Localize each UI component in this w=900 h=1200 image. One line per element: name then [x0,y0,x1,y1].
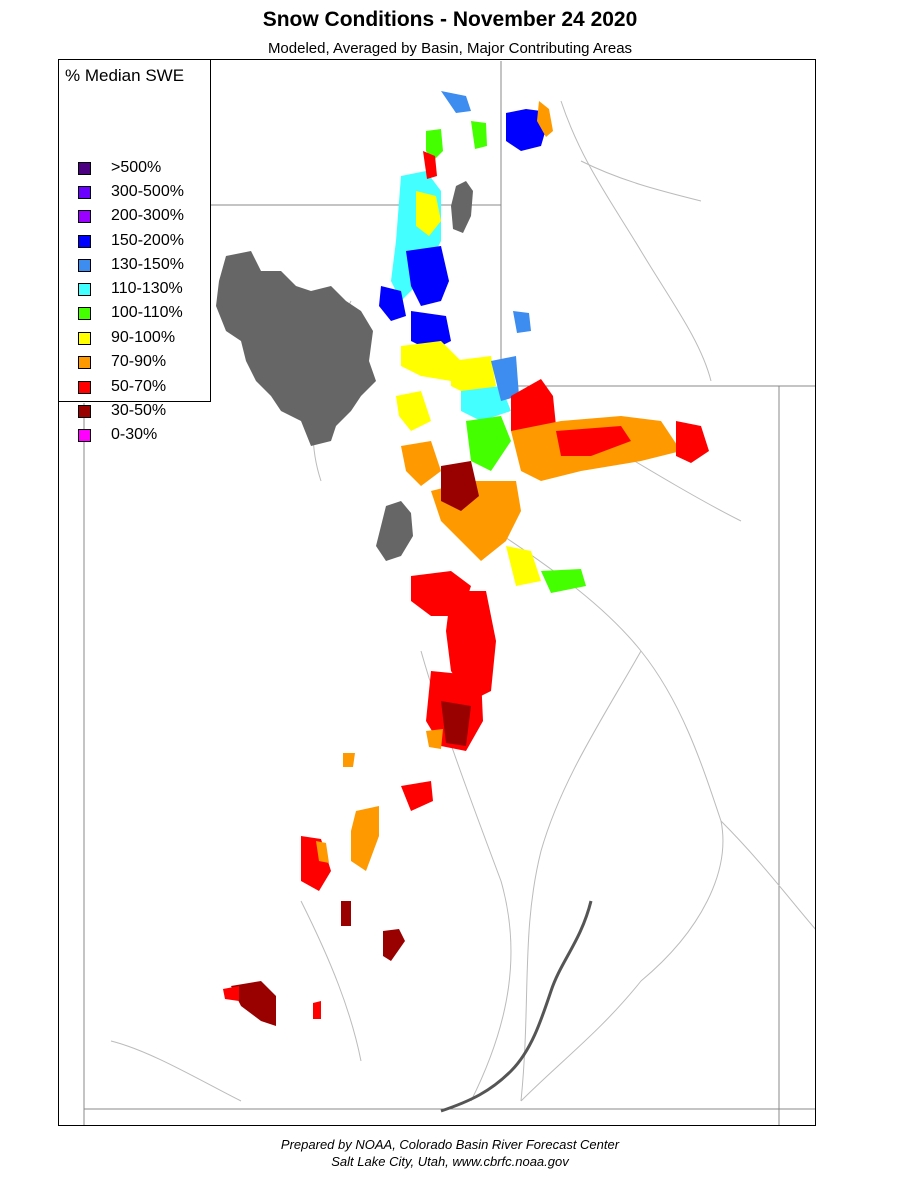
map-canvas [83,61,815,1125]
basin-blue-small-n [441,91,471,113]
legend-label: 150-200% [111,232,184,249]
legend-swatch [78,186,91,199]
legend-label: 50-70% [111,378,167,395]
legend-swatch [78,259,91,272]
legend-item-110-130: 110-130% [78,280,208,300]
legend-label: >500% [111,159,162,176]
basin-green-south [541,569,586,593]
basin-yellow-central [401,341,461,381]
legend-swatch [78,429,91,442]
basin-green-east [471,121,487,149]
legend-swatch [78,162,91,175]
basin-orange-sw [351,806,379,871]
legend-item-200-300: 200-300% [78,207,208,227]
legend-label: 200-300% [111,207,184,224]
basin-bear-river-ne [537,101,553,137]
bear-lake [451,181,473,233]
basin-yellow-slc [396,391,431,431]
legend-swatch [78,283,91,296]
lakes [216,181,473,561]
basin-darkred-central [441,461,479,511]
legend-label: 90-100% [111,329,176,346]
basin-darkred-cedar [383,929,405,961]
basin-yellow-south [506,546,541,586]
basin-red-sw1 [401,781,433,811]
legend-label: 100-110% [111,304,183,321]
basin-darkred-sevier [441,701,471,746]
legend-item-300-500: 300-500% [78,183,208,203]
basin-blue-upper-weber [406,246,449,306]
basin-darkred-sw [341,901,351,926]
legend-item-100-110: 100-110% [78,304,208,324]
basin-red-beaver [301,836,331,891]
legend-label: 70-90% [111,353,167,370]
basin-red-virgin [223,986,239,1001]
utah-lake [376,501,413,561]
swe-basins [223,91,709,1026]
basin-blue-wy [513,311,531,333]
legend-item-30-50: 30-50% [78,402,208,422]
basin-orange-beaver [316,841,329,863]
legend-label: 0-30% [111,426,158,443]
basin-orange-small [343,753,355,767]
basin-red-uinta-mid [556,426,631,456]
legend-item-130-150: 130-150% [78,256,208,276]
legend-item-150-200: 150-200% [78,232,208,252]
map-title: Snow Conditions - November 24 2020 [262,8,638,31]
basin-orange-sevier [426,729,443,749]
lake-powell [440,900,593,1113]
basin-yellow-north [416,191,441,236]
legend-swatch [78,332,91,345]
basin-yellow-weber [451,356,496,396]
legend-label: 30-50% [111,402,167,419]
legend-swatch [78,307,91,320]
basin-red-sevier-north [446,591,496,701]
basin-red-logan [423,151,437,179]
basin-cyan-weber [461,386,511,421]
legend-item-90-100: 90-100% [78,329,208,349]
footer-credit: Prepared by NOAA, Colorado Basin River F… [280,1137,620,1152]
basin-orange-provo [401,441,441,486]
basin-red-uinta-east [676,421,709,463]
basin-blue-weber-east [491,356,519,401]
legend-swatch [78,210,91,223]
legend-swatch [78,235,91,248]
map-subtitle: Modeled, Averaged by Basin, Major Contri… [267,40,633,57]
legend-item-50-70: 50-70% [78,378,208,398]
great-salt-lake [216,251,376,446]
legend-swatch [78,381,91,394]
legend-label: 300-500% [111,183,184,200]
legend-label: 130-150% [111,256,184,273]
basin-red-sw-small [313,1001,321,1019]
basin-blue-west [379,286,406,321]
basin-darkred-virgin [231,981,276,1026]
footer-location: Salt Lake City, Utah, www.cbrfc.noaa.gov [331,1154,569,1169]
legend-item-0-30: 0-30% [78,426,208,446]
legend-item-70-90: 70-90% [78,353,208,373]
legend-swatch [78,405,91,418]
legend: % Median SWE >500% 300-500% 200-300% 150… [58,59,211,443]
basin-bear-river-north [506,109,546,151]
legend-title: % Median SWE [65,66,185,85]
basin-green-logan [426,129,443,161]
legend-swatch [78,356,91,369]
legend-item-gt500: >500% [78,159,208,179]
basin-green-provo [466,416,511,471]
legend-label: 110-130% [111,280,183,297]
